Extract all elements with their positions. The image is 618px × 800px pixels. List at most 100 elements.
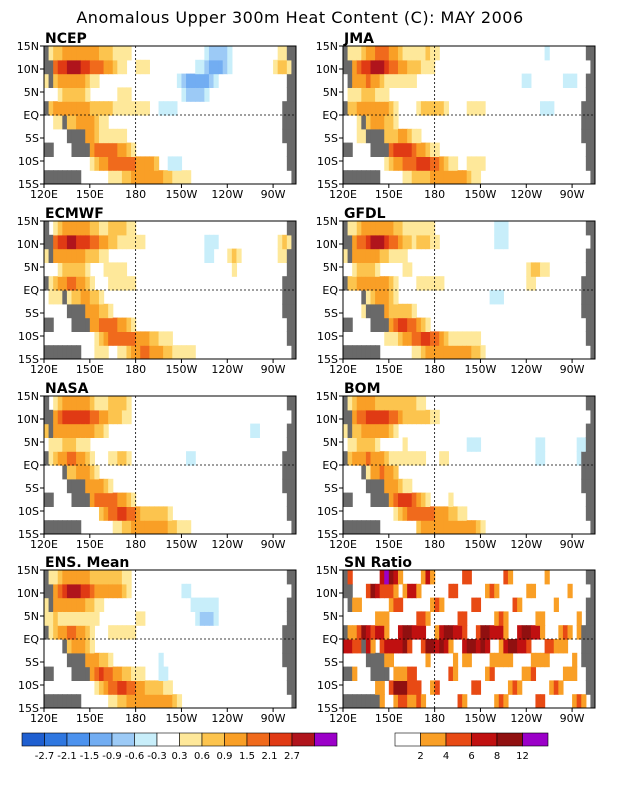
lat-tick-label: 5N [323,610,338,623]
colorbar-label: 12 [516,751,529,762]
lat-tick-label: 15S [18,178,39,191]
lat-tick-label: 10N [316,587,338,600]
lon-tick-label: 120E [30,712,58,725]
contour-field [343,46,595,184]
lat-tick-label: 10N [17,63,39,76]
colorbar-swatch [471,732,498,747]
lon-tick-label: 90W [261,363,286,376]
lat-tick-label: 15S [18,702,39,715]
colorbar-swatch [89,732,113,747]
lon-tick-label: 150W [465,538,497,551]
panel-title: NASA [45,381,89,397]
lon-tick-label: 120E [30,538,58,551]
colorbar-label: 2.1 [262,751,278,762]
lat-tick-label: 15N [17,564,39,577]
lon-tick-label: 150E [76,538,104,551]
colorbar-swatch [44,732,68,747]
lon-tick-label: 120E [329,188,357,201]
contour-field [44,570,296,708]
colorbar-label: 0.6 [194,751,210,762]
lat-tick-label: 15S [317,702,338,715]
lat-tick-label: 10N [316,413,338,426]
lon-tick-label: 120W [211,538,243,551]
colorbar-swatch [66,732,90,747]
lon-tick-label: 180 [125,538,146,551]
colorbar-label: 2 [417,751,423,762]
lat-tick-label: 10N [17,413,39,426]
lon-tick-label: 180 [125,363,146,376]
colorbar-label: -0.6 [125,751,145,762]
lat-tick-label: 10S [317,330,338,343]
colorbar-label: -0.3 [147,751,167,762]
lon-tick-label: 120W [211,363,243,376]
lat-tick-label: 5S [324,656,338,669]
lon-tick-label: 120E [329,538,357,551]
lat-tick-label: 15N [316,215,338,228]
colorbar-swatch [156,732,180,747]
colorbar-label: 8 [494,751,500,762]
sn-ratio-colorbar: 2 4 6 8 12 [394,732,549,762]
colorbar-label: 1.5 [239,751,255,762]
panel-title: JMA [343,31,374,47]
lon-tick-label: 90W [261,188,286,201]
colorbar-swatch [314,732,338,747]
colorbar-label: 6 [468,751,474,762]
lat-tick-label: 5N [24,261,39,274]
lat-tick-label: 5S [25,132,39,145]
lat-tick-label: 15S [18,528,39,541]
lon-tick-label: 120E [329,363,357,376]
lat-tick-label: 10S [18,679,39,692]
colorbar-swatch [201,732,225,747]
colorbar-swatch [134,732,158,747]
lon-tick-label: 90W [261,712,286,725]
lat-tick-label: 5S [25,656,39,669]
colorbar-swatch [224,732,248,747]
lon-tick-label: 180 [125,712,146,725]
lat-tick-label: EQ [322,284,338,297]
panel-title: ENS. Mean [45,555,129,571]
lat-tick-label: EQ [322,633,338,646]
lat-tick-label: 5S [324,132,338,145]
lat-tick-label: 10N [17,587,39,600]
lon-tick-label: 120W [510,538,542,551]
lon-tick-label: 150W [465,712,497,725]
colorbar-label: -1.5 [80,751,100,762]
lat-tick-label: EQ [23,633,39,646]
lat-tick-label: 15N [316,390,338,403]
lat-tick-label: 15N [17,40,39,53]
lon-tick-label: 120W [211,712,243,725]
lat-tick-label: 5S [25,482,39,495]
colorbar-label: 4 [443,751,449,762]
lat-tick-label: EQ [23,459,39,472]
lat-tick-label: 5N [24,86,39,99]
lat-tick-label: EQ [23,109,39,122]
panel-title: BOM [344,381,381,397]
colorbar-swatch [21,732,45,747]
lat-tick-label: 15S [317,528,338,541]
lat-tick-label: 5S [25,307,39,320]
lon-tick-label: 150W [465,363,497,376]
colorbar-swatch [394,732,421,747]
contour-field [44,221,296,359]
lat-tick-label: 5S [324,482,338,495]
lat-tick-label: 5N [323,436,338,449]
lon-tick-label: 150W [166,363,198,376]
lon-tick-label: 120W [211,188,243,201]
colorbar-label: 0.9 [217,751,233,762]
lat-tick-label: 10S [18,330,39,343]
lon-tick-label: 150W [166,712,198,725]
contour-field [343,396,595,534]
lon-tick-label: 150E [375,538,403,551]
colorbar-swatch [420,732,447,747]
lon-tick-label: 90W [560,538,585,551]
lon-tick-label: 150E [76,712,104,725]
lon-tick-label: 120E [30,363,58,376]
lon-tick-label: 120W [510,188,542,201]
